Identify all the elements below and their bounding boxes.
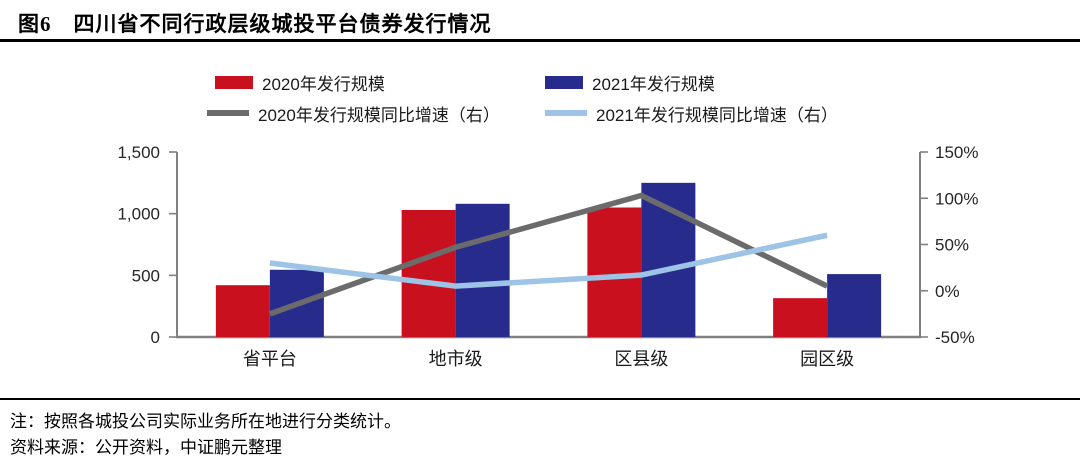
right-axis-label: 0%	[935, 282, 960, 301]
legend-label: 2021年发行规模同比增速（右）	[596, 105, 838, 125]
legend-item-2020-growth-line: 2020年发行规模同比增速（右）	[207, 101, 500, 125]
combo-chart: 0 500 1,000 1,500 -50% 0% 50% 100% 150% 省平台 地市级 区县级…	[117, 143, 978, 369]
legend-swatch-2021-bar	[545, 75, 583, 89]
x-axis-category-label: 区县级	[614, 349, 668, 369]
legend-label: 2021年发行规模	[592, 74, 715, 94]
legend-swatch-2021-line	[545, 110, 587, 116]
figure-note: 注：按照各城投公司实际业务所在地进行分类统计。	[10, 412, 401, 431]
right-axis-label: -50%	[935, 328, 975, 347]
right-axis-label: 100%	[935, 189, 978, 208]
right-axis-label: 150%	[935, 143, 978, 162]
figure-source: 资料来源：公开资料，中证鹏元整理	[10, 438, 282, 457]
left-axis-label: 1,000	[117, 205, 160, 224]
bar-2020年发行规模-省平台	[215, 285, 270, 337]
bar-2020年发行规模-区县级	[587, 207, 642, 337]
bar-2021年发行规模-地市级	[455, 203, 510, 337]
bar-2020年发行规模-地市级	[401, 209, 456, 337]
bar-2020年发行规模-园区级	[773, 298, 828, 337]
figure-title: 图6 四川省不同行政层级城投平台债券发行情况	[18, 12, 492, 36]
left-axis-label: 0	[151, 328, 160, 347]
legend-item-2020-bars: 2020年发行规模	[215, 70, 385, 94]
title-divider	[0, 39, 1080, 42]
x-axis-category-label: 省平台	[243, 349, 297, 369]
legend-swatch-2020-bar	[215, 75, 253, 89]
legend-item-2021-bars: 2021年发行规模	[545, 70, 715, 94]
x-axis-category-label: 地市级	[429, 349, 483, 369]
line-2021年发行规模同比增速（右）	[269, 232, 828, 289]
legend-item-2021-growth-line: 2021年发行规模同比增速（右）	[545, 101, 838, 125]
figure-divider	[0, 398, 1080, 400]
right-axis-label: 50%	[935, 236, 969, 255]
legend-label: 2020年发行规模同比增速（右）	[258, 105, 500, 125]
bar-2021年发行规模-园区级	[827, 274, 882, 337]
left-axis-label: 500	[132, 266, 160, 285]
left-axis-label: 1,500	[117, 143, 160, 162]
x-axis-category-label: 园区级	[800, 349, 854, 369]
legend-swatch-2020-line	[207, 110, 249, 116]
legend-label: 2020年发行规模	[262, 74, 385, 94]
line-2020年发行规模同比增速（右）	[268, 192, 829, 317]
